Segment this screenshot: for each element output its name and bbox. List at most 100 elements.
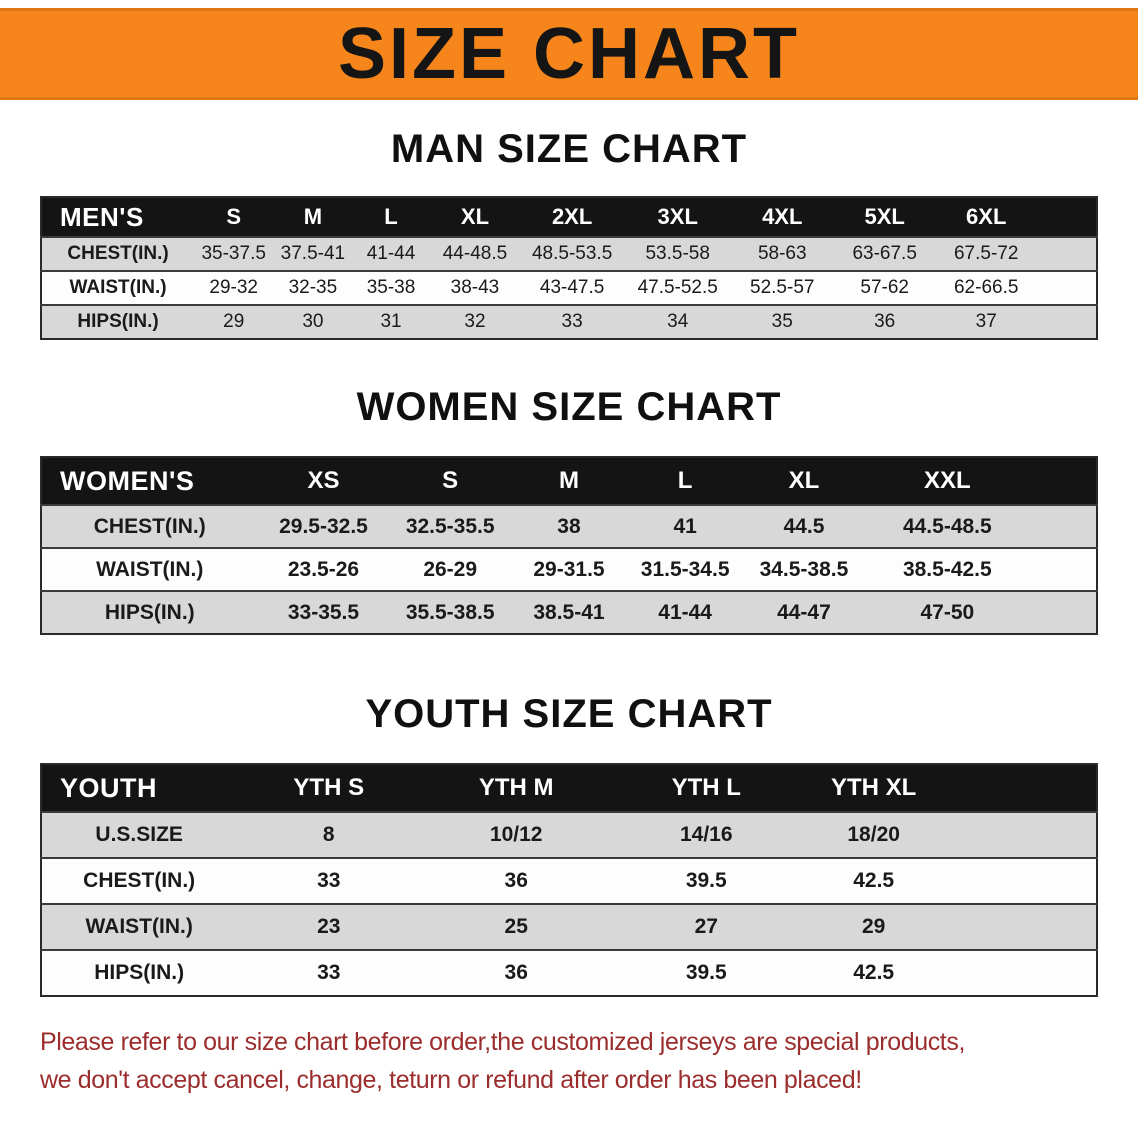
size-value: 42.5 [853,869,895,892]
size-value: 36 [504,961,528,984]
size-column-header: XS [307,467,340,494]
row-label: HIPS(IN.) [94,961,185,984]
size-value: 35-38 [366,277,416,298]
table-row: WAIST(IN.) 29-32 32-35 35-38 38-43 43-47.5 47.… [41,271,1097,305]
women-section-heading: WOMEN SIZE CHART [356,385,782,429]
size-value: 31.5-34.5 [640,557,730,581]
size-value: 33 [561,311,583,332]
size-value: 35.5-38.5 [405,600,495,624]
table-row: HIPS(IN.) 33 36 39.5 42.5 [41,950,1097,996]
size-value: 48.5-53.5 [531,243,613,264]
page-title: SIZE CHART [338,14,800,94]
table-row: CHEST(IN.) 33 36 39.5 42.5 [41,858,1097,904]
size-value: 62-66.5 [953,277,1019,298]
size-value: 32 [464,311,486,332]
size-column-header: 3XL [657,204,698,229]
size-value: 23.5-26 [287,557,360,581]
section-women: WOMEN SIZE CHART WOMEN'S XS S M L XL XXL CHEST(… [0,384,1138,635]
row-label: WAIST(IN.) [69,277,167,298]
size-value: 36 [504,869,528,892]
footer-note: Please refer to our size chart before or… [40,1023,1100,1099]
size-column-header: XL [460,204,490,229]
youth-section-heading: YOUTH SIZE CHART [365,692,773,736]
size-value: 39.5 [685,869,727,892]
table-row: U.S.SIZE 8 10/12 14/16 18/20 [41,812,1097,858]
size-column-header: M [558,467,579,494]
size-value: 10/12 [489,823,543,846]
size-value: 37 [975,311,997,332]
size-value: 30 [302,311,324,332]
note-line-2: we don't accept cancel, change, teturn o… [40,1066,862,1094]
size-value: 26-29 [423,557,478,581]
size-column-header: XXL [923,467,971,494]
row-label: CHEST(IN.) [93,514,206,538]
size-value: 47-50 [920,600,975,624]
size-value: 58-63 [757,243,807,264]
size-column-header: L [384,204,398,229]
size-value: 32.5-35.5 [405,514,495,538]
size-value: 29 [861,915,886,938]
size-column-header: YTH M [478,774,554,801]
size-column-header: XL [788,467,820,494]
size-value: 37.5-41 [280,243,346,264]
size-value: 35-37.5 [201,243,266,264]
table-title-cell: YOUTH [60,772,157,803]
banner: SIZE CHART [0,8,1138,100]
size-column-header: S [442,467,459,494]
table-title-cell: MEN'S [60,201,144,232]
size-value: 41 [673,514,697,538]
size-value: 44-48.5 [442,243,508,264]
size-value: 44.5 [783,514,825,538]
table-row: WAIST(IN.) 23.5-26 26-29 29-31.5 31.5-34.5 34… [41,548,1097,591]
size-value: 41-44 [366,243,416,264]
size-value: 38-43 [450,277,500,298]
size-value: 53.5-58 [645,243,710,264]
table-header-row: YOUTH YTH S YTH M YTH L YTH XL [41,764,1097,812]
table-header-row: WOMEN'S XS S M L XL XXL [41,457,1097,505]
row-label: WAIST(IN.) [96,557,204,581]
size-value: 44.5-48.5 [902,514,992,538]
size-column-header: YTH L [671,774,741,801]
men-size-table: MEN'S S M L XL 2XL 3XL 4XL 5XL 6XL CHEST(IN.) 35-37… [40,196,1098,340]
size-value: 38.5-42.5 [902,557,992,581]
size-value: 35 [771,311,793,332]
row-label: U.S.SIZE [95,823,183,846]
table-title-cell: WOMEN'S [60,465,195,496]
size-value: 42.5 [853,961,895,984]
table-row: CHEST(IN.) 35-37.5 37.5-41 41-44 44-48.5 48.5… [41,237,1097,271]
table-row: WAIST(IN.) 23 25 27 29 [41,904,1097,950]
row-label: CHEST(IN.) [67,243,169,264]
table-row: HIPS(IN.) 29 30 31 32 33 34 35 36 37 [41,305,1097,339]
size-column-header: 2XL [551,204,593,229]
size-value: 29.5-32.5 [279,514,368,538]
men-section-heading: MAN SIZE CHART [390,127,748,171]
section-men: MAN SIZE CHART MEN'S S M L XL 2XL 3XL 4XL 5XL 6XL… [0,126,1138,340]
size-value: 32-35 [288,277,338,298]
table-row: CHEST(IN.) 29.5-32.5 32.5-35.5 38 41 44.5 44.5… [41,505,1097,548]
size-value: 23 [317,915,341,938]
size-column-header: YTH S [293,774,365,801]
table-row: HIPS(IN.) 33-35.5 35.5-38.5 38.5-41 41-44 44-… [41,591,1097,634]
size-value: 14/16 [679,823,733,846]
size-value: 41-44 [658,600,712,624]
note-line-1: Please refer to our size chart before or… [40,1028,965,1056]
table-header-row: MEN'S S M L XL 2XL 3XL 4XL 5XL 6XL [41,197,1097,237]
size-column-header: 4XL [762,204,803,229]
size-column-header: M [303,204,323,229]
size-column-header: 5XL [864,204,905,229]
size-value: 47.5-52.5 [637,277,718,298]
women-size-table: WOMEN'S XS S M L XL XXL CHEST(IN.) 29.5-32.5 32.5… [40,456,1098,635]
size-value: 38.5-41 [533,600,605,624]
size-value: 31 [380,311,402,332]
size-value: 34 [667,311,689,332]
row-label: HIPS(IN.) [77,311,159,332]
row-label: HIPS(IN.) [104,600,195,624]
size-column-header: YTH XL [830,774,917,801]
size-value: 63-67.5 [852,243,917,264]
size-value: 29-32 [209,277,258,298]
size-value: 29 [223,311,245,332]
size-value: 38 [557,514,581,538]
size-value: 67.5-72 [953,243,1019,264]
size-value: 43-47.5 [539,277,605,298]
size-value: 52.5-57 [750,277,815,298]
